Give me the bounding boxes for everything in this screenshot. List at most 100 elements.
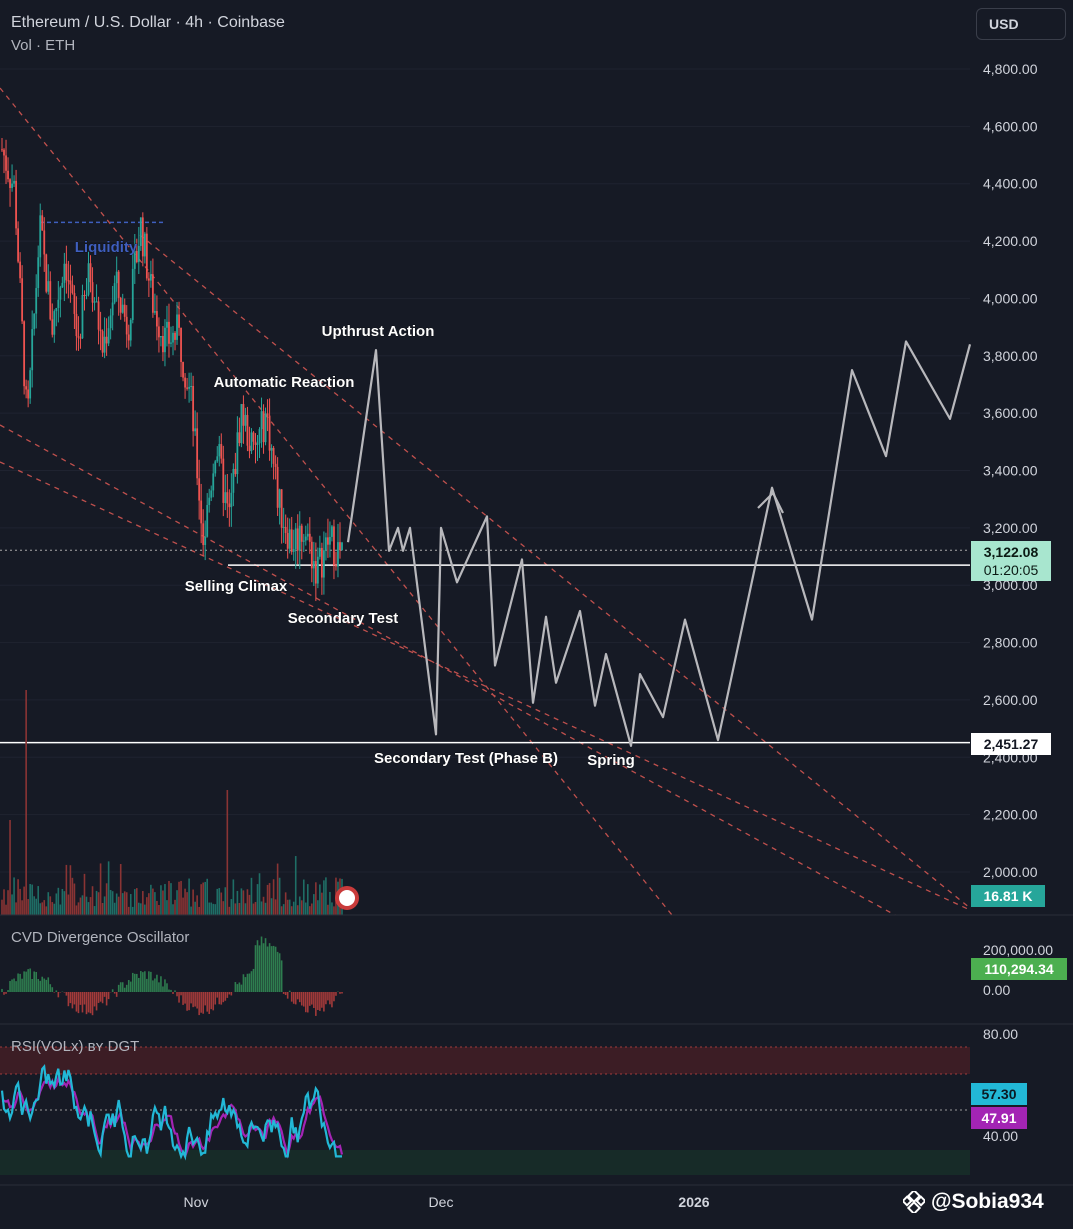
currency-button[interactable]: USD [976, 8, 1066, 40]
candle-body [182, 361, 184, 378]
volume-bar [248, 894, 251, 915]
candle-body [238, 432, 241, 444]
volume-bar [202, 882, 204, 915]
time-tick-label: Dec [429, 1194, 454, 1210]
volume-bar [113, 902, 116, 915]
volume-bar [25, 690, 27, 915]
candle-body [234, 468, 237, 475]
volume-bar [150, 884, 152, 915]
candle-body [298, 525, 301, 551]
annotations: Liquidity Upthrust Action Automatic Reacti… [75, 239, 635, 769]
rsi-tick-label: 80.00 [983, 1026, 1018, 1042]
volume-bar [91, 886, 94, 915]
annotation-label: Automatic Reaction [214, 374, 355, 391]
volume-bar [178, 881, 180, 915]
candle-body [218, 444, 221, 457]
candle-body [226, 492, 229, 504]
price-tick-label: 4,600.00 [983, 118, 1038, 134]
candle-body [204, 536, 207, 546]
candle-body [39, 215, 42, 258]
candle-body [141, 217, 144, 257]
candle-body [250, 432, 253, 452]
candle-body [133, 251, 136, 269]
candle-body [274, 463, 277, 467]
candle-body [329, 536, 331, 545]
candle-body [7, 170, 9, 180]
candle-body [97, 301, 100, 330]
volume-bar [180, 880, 182, 915]
volume-bar [21, 900, 23, 915]
volume-bar [192, 889, 194, 915]
candle-body [194, 428, 197, 432]
candle-body [93, 301, 96, 303]
candle-body [216, 456, 219, 462]
volume-bar [302, 879, 305, 915]
volume-bar [194, 901, 196, 915]
candle-body [31, 329, 34, 371]
volume-bar [43, 900, 46, 915]
volume-bar [200, 884, 202, 915]
volume-bar [317, 900, 319, 915]
candle-body [294, 528, 297, 549]
volume-bar [142, 891, 144, 915]
volume-bar [188, 878, 190, 915]
candle-body [190, 385, 193, 387]
candle-body [113, 283, 116, 303]
volume-bar [284, 892, 287, 915]
candle-body [266, 413, 269, 416]
volume-bar [198, 906, 200, 915]
volume-bar [174, 899, 176, 915]
volume-bar [33, 896, 35, 915]
candle-body [57, 299, 60, 309]
volume-bar [55, 893, 58, 915]
volume-bar [89, 897, 92, 915]
candle-body [322, 550, 325, 578]
candle-body [41, 215, 44, 231]
candle-body [117, 271, 120, 298]
time-tick-label: Nov [184, 1194, 209, 1210]
volume-bar [323, 880, 325, 915]
price-candles [1, 138, 359, 910]
price-tick-label: 4,200.00 [983, 233, 1038, 249]
volume-bar [125, 892, 128, 915]
volume-bar [226, 790, 229, 915]
candle-body [77, 336, 80, 338]
candle-body [67, 280, 70, 282]
price-tick-label: 3,400.00 [983, 463, 1038, 479]
candle-body [139, 217, 142, 246]
volume-bar [331, 902, 333, 915]
candle-body [164, 327, 166, 353]
candle-body [75, 313, 78, 337]
volume-bar [107, 861, 110, 915]
volume-bar [250, 877, 253, 915]
volume-bar [17, 879, 19, 915]
annotation-label: Spring [587, 752, 635, 769]
candle-body [168, 321, 170, 344]
candle-body [335, 565, 337, 567]
binance-diamond-icon [901, 1188, 927, 1216]
volume-bar [111, 891, 114, 915]
volume-bar [148, 893, 150, 915]
volume-bar [123, 891, 126, 915]
candle-body [127, 334, 130, 341]
price-tick-label: 4,400.00 [983, 176, 1038, 192]
volume-bar [1, 899, 3, 915]
volume-bar [294, 856, 297, 915]
candle-body [331, 526, 333, 537]
volume-bar [39, 903, 42, 915]
candle-body [51, 319, 54, 335]
volume-bar [182, 897, 184, 915]
candle-body [47, 281, 50, 292]
volume-bar [236, 890, 239, 915]
candle-body [341, 542, 343, 551]
volume-bar [29, 884, 31, 915]
candle-body [186, 387, 188, 389]
volume-bar [160, 885, 162, 915]
candle-body [111, 302, 114, 316]
candle-body [256, 443, 259, 445]
volume-bar [298, 896, 301, 915]
volume-bar [144, 904, 146, 915]
annotation-label: Secondary Test (Phase B) [374, 750, 558, 767]
volume-bar [13, 877, 15, 915]
